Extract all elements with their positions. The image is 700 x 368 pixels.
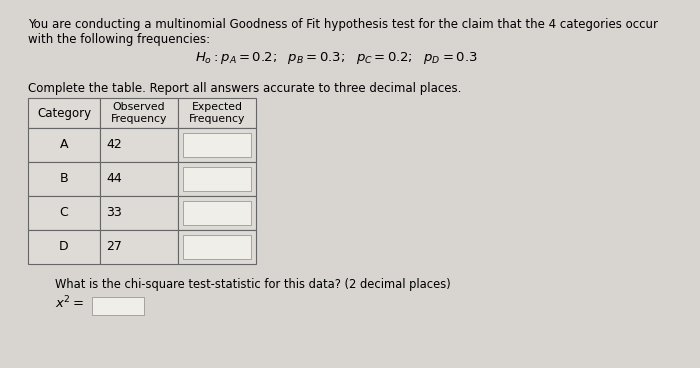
Text: C: C xyxy=(60,206,69,219)
Bar xyxy=(28,230,100,264)
Bar xyxy=(178,196,256,230)
Text: B: B xyxy=(60,173,69,185)
Bar xyxy=(100,162,178,196)
Text: A: A xyxy=(60,138,69,152)
Text: 44: 44 xyxy=(106,173,122,185)
Bar xyxy=(183,167,251,191)
Bar xyxy=(183,133,251,157)
Bar xyxy=(100,196,178,230)
Bar xyxy=(28,196,100,230)
Bar xyxy=(178,162,256,196)
Bar xyxy=(28,98,100,128)
Text: Observed
Frequency: Observed Frequency xyxy=(111,102,167,124)
Text: Expected
Frequency: Expected Frequency xyxy=(189,102,245,124)
Text: You are conducting a multinomial Goodness of Fit hypothesis test for the claim t: You are conducting a multinomial Goodnes… xyxy=(28,18,658,31)
Text: $x^2 =$: $x^2 =$ xyxy=(55,295,84,312)
Bar xyxy=(100,230,178,264)
Text: $H_o : p_A = 0.2;\ \ p_B = 0.3;\ \ p_C = 0.2;\ \ p_D = 0.3$: $H_o : p_A = 0.2;\ \ p_B = 0.3;\ \ p_C =… xyxy=(195,50,477,66)
Bar xyxy=(178,98,256,128)
Text: 27: 27 xyxy=(106,241,122,254)
Text: 33: 33 xyxy=(106,206,122,219)
Text: Complete the table. Report all answers accurate to three decimal places.: Complete the table. Report all answers a… xyxy=(28,82,461,95)
Bar xyxy=(178,230,256,264)
Bar xyxy=(100,98,178,128)
Text: D: D xyxy=(60,241,69,254)
Text: Category: Category xyxy=(37,106,91,120)
Bar xyxy=(183,235,251,259)
Bar xyxy=(28,162,100,196)
Text: with the following frequencies:: with the following frequencies: xyxy=(28,33,210,46)
Bar xyxy=(100,128,178,162)
Bar xyxy=(92,297,144,315)
Bar xyxy=(178,128,256,162)
Bar xyxy=(28,128,100,162)
Text: 42: 42 xyxy=(106,138,122,152)
Bar xyxy=(183,201,251,225)
Text: What is the chi-square test-statistic for this data? (2 decimal places): What is the chi-square test-statistic fo… xyxy=(55,278,451,291)
